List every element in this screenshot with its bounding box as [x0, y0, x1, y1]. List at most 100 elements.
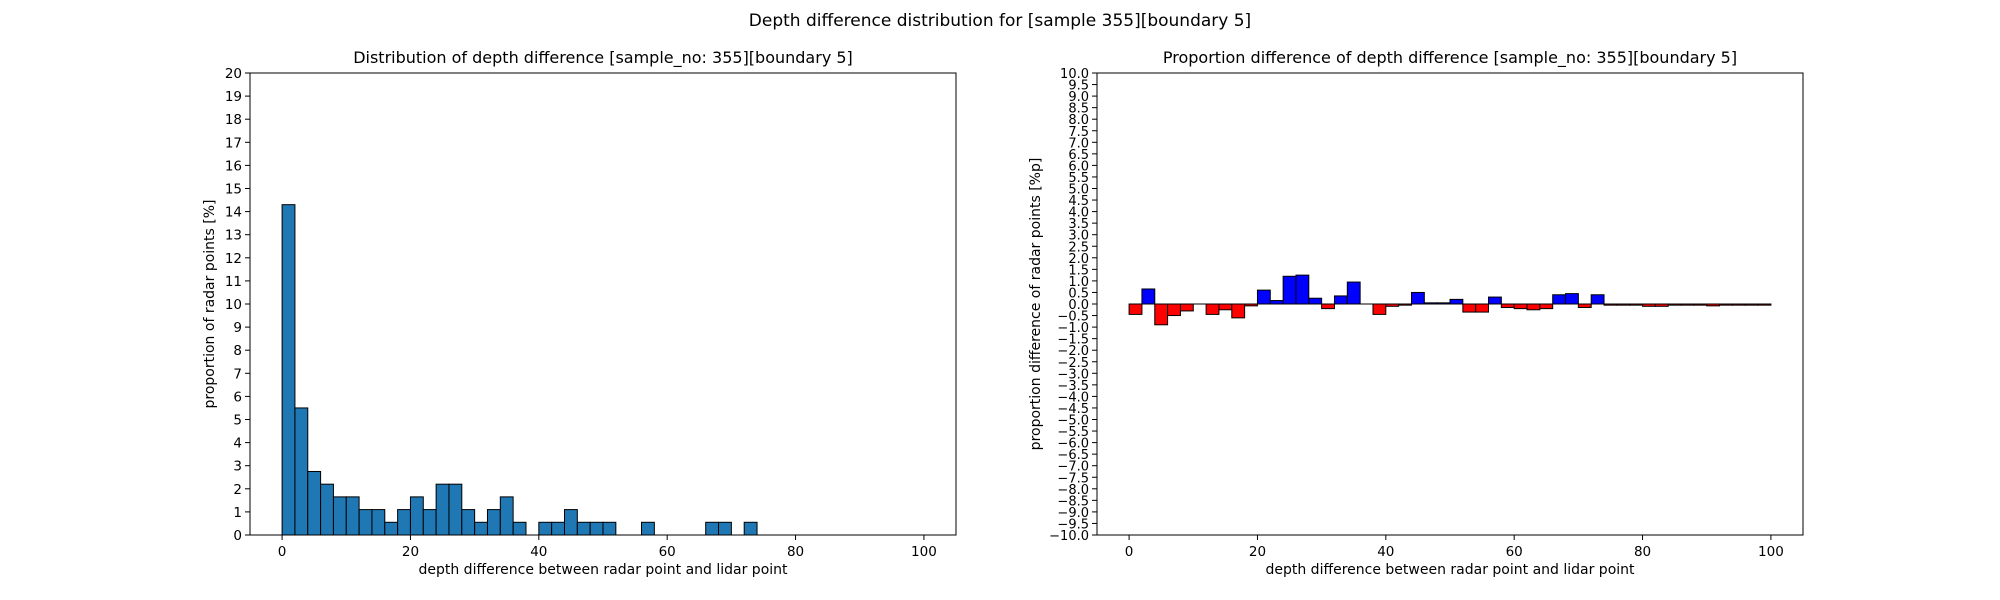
right-x-axis-label: depth difference between radar point and…	[1265, 562, 1635, 578]
left-bar	[320, 483, 334, 536]
right-y-tick-label: 7.0	[1068, 136, 1089, 151]
left-bar	[718, 521, 732, 536]
right-y-tick-label: −5.5	[1057, 425, 1089, 440]
left-x-tick-label: 20	[402, 544, 419, 560]
left-y-tick-label: 15	[225, 182, 242, 198]
left-bar	[474, 521, 488, 536]
left-y-tick-label: 20	[225, 66, 242, 82]
right-y-tick-label: −2.0	[1057, 344, 1089, 359]
right-bar	[1269, 300, 1284, 305]
left-y-tick-label: 14	[225, 205, 242, 221]
left-y-tick-label: 2	[233, 482, 242, 498]
right-y-tick-label: 8.0	[1068, 113, 1089, 128]
left-bar	[358, 509, 373, 536]
right-y-tick-label: 5.0	[1068, 183, 1089, 198]
right-x-tick-label: 100	[1758, 544, 1784, 560]
right-bar	[1552, 294, 1567, 305]
right-bar	[1282, 275, 1297, 305]
right-bar	[1462, 303, 1477, 313]
left-bar	[307, 470, 322, 536]
right-y-tick-label: 6.0	[1068, 159, 1089, 174]
left-y-tick-label: 6	[233, 389, 242, 405]
right-y-tick-label: −3.0	[1057, 367, 1089, 382]
left-bar	[345, 496, 360, 536]
right-bar	[1141, 288, 1156, 305]
right-y-tick-label: −3.5	[1057, 379, 1089, 394]
left-bar	[409, 496, 424, 536]
left-y-tick-label: 12	[225, 251, 242, 267]
right-bar	[1513, 303, 1528, 310]
left-bar	[422, 509, 437, 536]
left-y-tick-label: 8	[233, 343, 242, 359]
left-bars	[281, 204, 758, 536]
left-bar	[281, 204, 296, 536]
figure-title: Depth difference distribution for [sampl…	[749, 11, 1251, 31]
right-bar	[1295, 274, 1310, 305]
left-y-tick-label: 10	[225, 297, 242, 313]
right-x-tick-label: 20	[1249, 544, 1266, 560]
right-bar	[1205, 303, 1220, 315]
left-bar	[499, 496, 514, 536]
left-y-tick-label: 16	[225, 158, 242, 174]
right-y-tick-label: −1.0	[1057, 321, 1089, 336]
right-y-tick-label: −0.5	[1057, 310, 1089, 325]
left-bar	[384, 521, 399, 536]
left-x-tick-label: 40	[530, 544, 547, 560]
left-y-tick-label: 4	[233, 436, 242, 452]
right-y-tick-label: −7.0	[1057, 460, 1089, 475]
right-y-tick-label: −4.0	[1057, 390, 1089, 405]
left-x-tick-label: 80	[787, 544, 804, 560]
right-chart: Proportion difference of depth differenc…	[1028, 48, 1804, 578]
right-bar	[1475, 303, 1490, 313]
right-bar	[1128, 303, 1143, 315]
right-bar	[1167, 303, 1181, 317]
right-y-tick-label: −8.0	[1057, 483, 1089, 498]
right-bar	[1346, 281, 1361, 305]
left-y-tick-label: 1	[233, 505, 242, 521]
right-bar	[1590, 294, 1605, 305]
right-bar	[1372, 303, 1387, 315]
right-bar	[1333, 295, 1348, 305]
right-y-tick-label: 10.0	[1060, 67, 1089, 82]
right-bar	[1179, 303, 1194, 312]
left-bar	[563, 509, 578, 536]
left-bar	[512, 521, 527, 536]
right-y-tick-label: −5.0	[1057, 414, 1089, 429]
right-y-tick-label: −4.5	[1057, 402, 1089, 417]
left-bar	[371, 509, 386, 536]
left-bar	[486, 509, 501, 536]
right-x-tick-label: 60	[1506, 544, 1523, 560]
right-y-tick-label: −9.5	[1057, 517, 1089, 532]
left-x-tick-label: 100	[911, 544, 937, 560]
right-y-tick-label: 7.5	[1068, 125, 1089, 140]
right-chart-title: Proportion difference of depth differenc…	[1163, 48, 1737, 68]
left-x-tick-label: 60	[659, 544, 676, 560]
right-y-tick-label: 2.5	[1068, 240, 1089, 255]
left-y-tick-label: 18	[225, 112, 242, 128]
left-bar	[397, 509, 411, 536]
right-bars	[1128, 274, 1772, 326]
left-bar	[538, 521, 553, 536]
left-chart: Distribution of depth difference [sample…	[202, 48, 957, 578]
left-bar	[576, 521, 591, 536]
right-y-tick-label: 4.0	[1068, 206, 1089, 221]
left-bar	[332, 496, 347, 536]
left-y-tick-label: 9	[233, 320, 242, 336]
right-bar	[1154, 303, 1169, 326]
right-bar	[1526, 303, 1541, 311]
right-y-tick-label: −1.5	[1057, 333, 1089, 348]
right-bar	[1256, 289, 1271, 305]
left-y-tick-label: 13	[225, 228, 242, 244]
right-bar	[1565, 293, 1579, 305]
right-y-tick-label: −6.5	[1057, 448, 1089, 463]
right-y-tick-label: 5.5	[1068, 171, 1089, 186]
right-bar	[1308, 297, 1323, 305]
right-bar	[1539, 303, 1554, 310]
left-chart-title: Distribution of depth difference [sample…	[353, 48, 853, 68]
right-bar	[1218, 303, 1233, 311]
right-y-tick-label: 4.5	[1068, 194, 1089, 209]
right-y-tick-label: 3.5	[1068, 217, 1089, 232]
left-bar	[705, 521, 720, 536]
right-x-tick-label: 0	[1125, 544, 1134, 560]
right-y-tick-label: 8.5	[1068, 102, 1089, 117]
